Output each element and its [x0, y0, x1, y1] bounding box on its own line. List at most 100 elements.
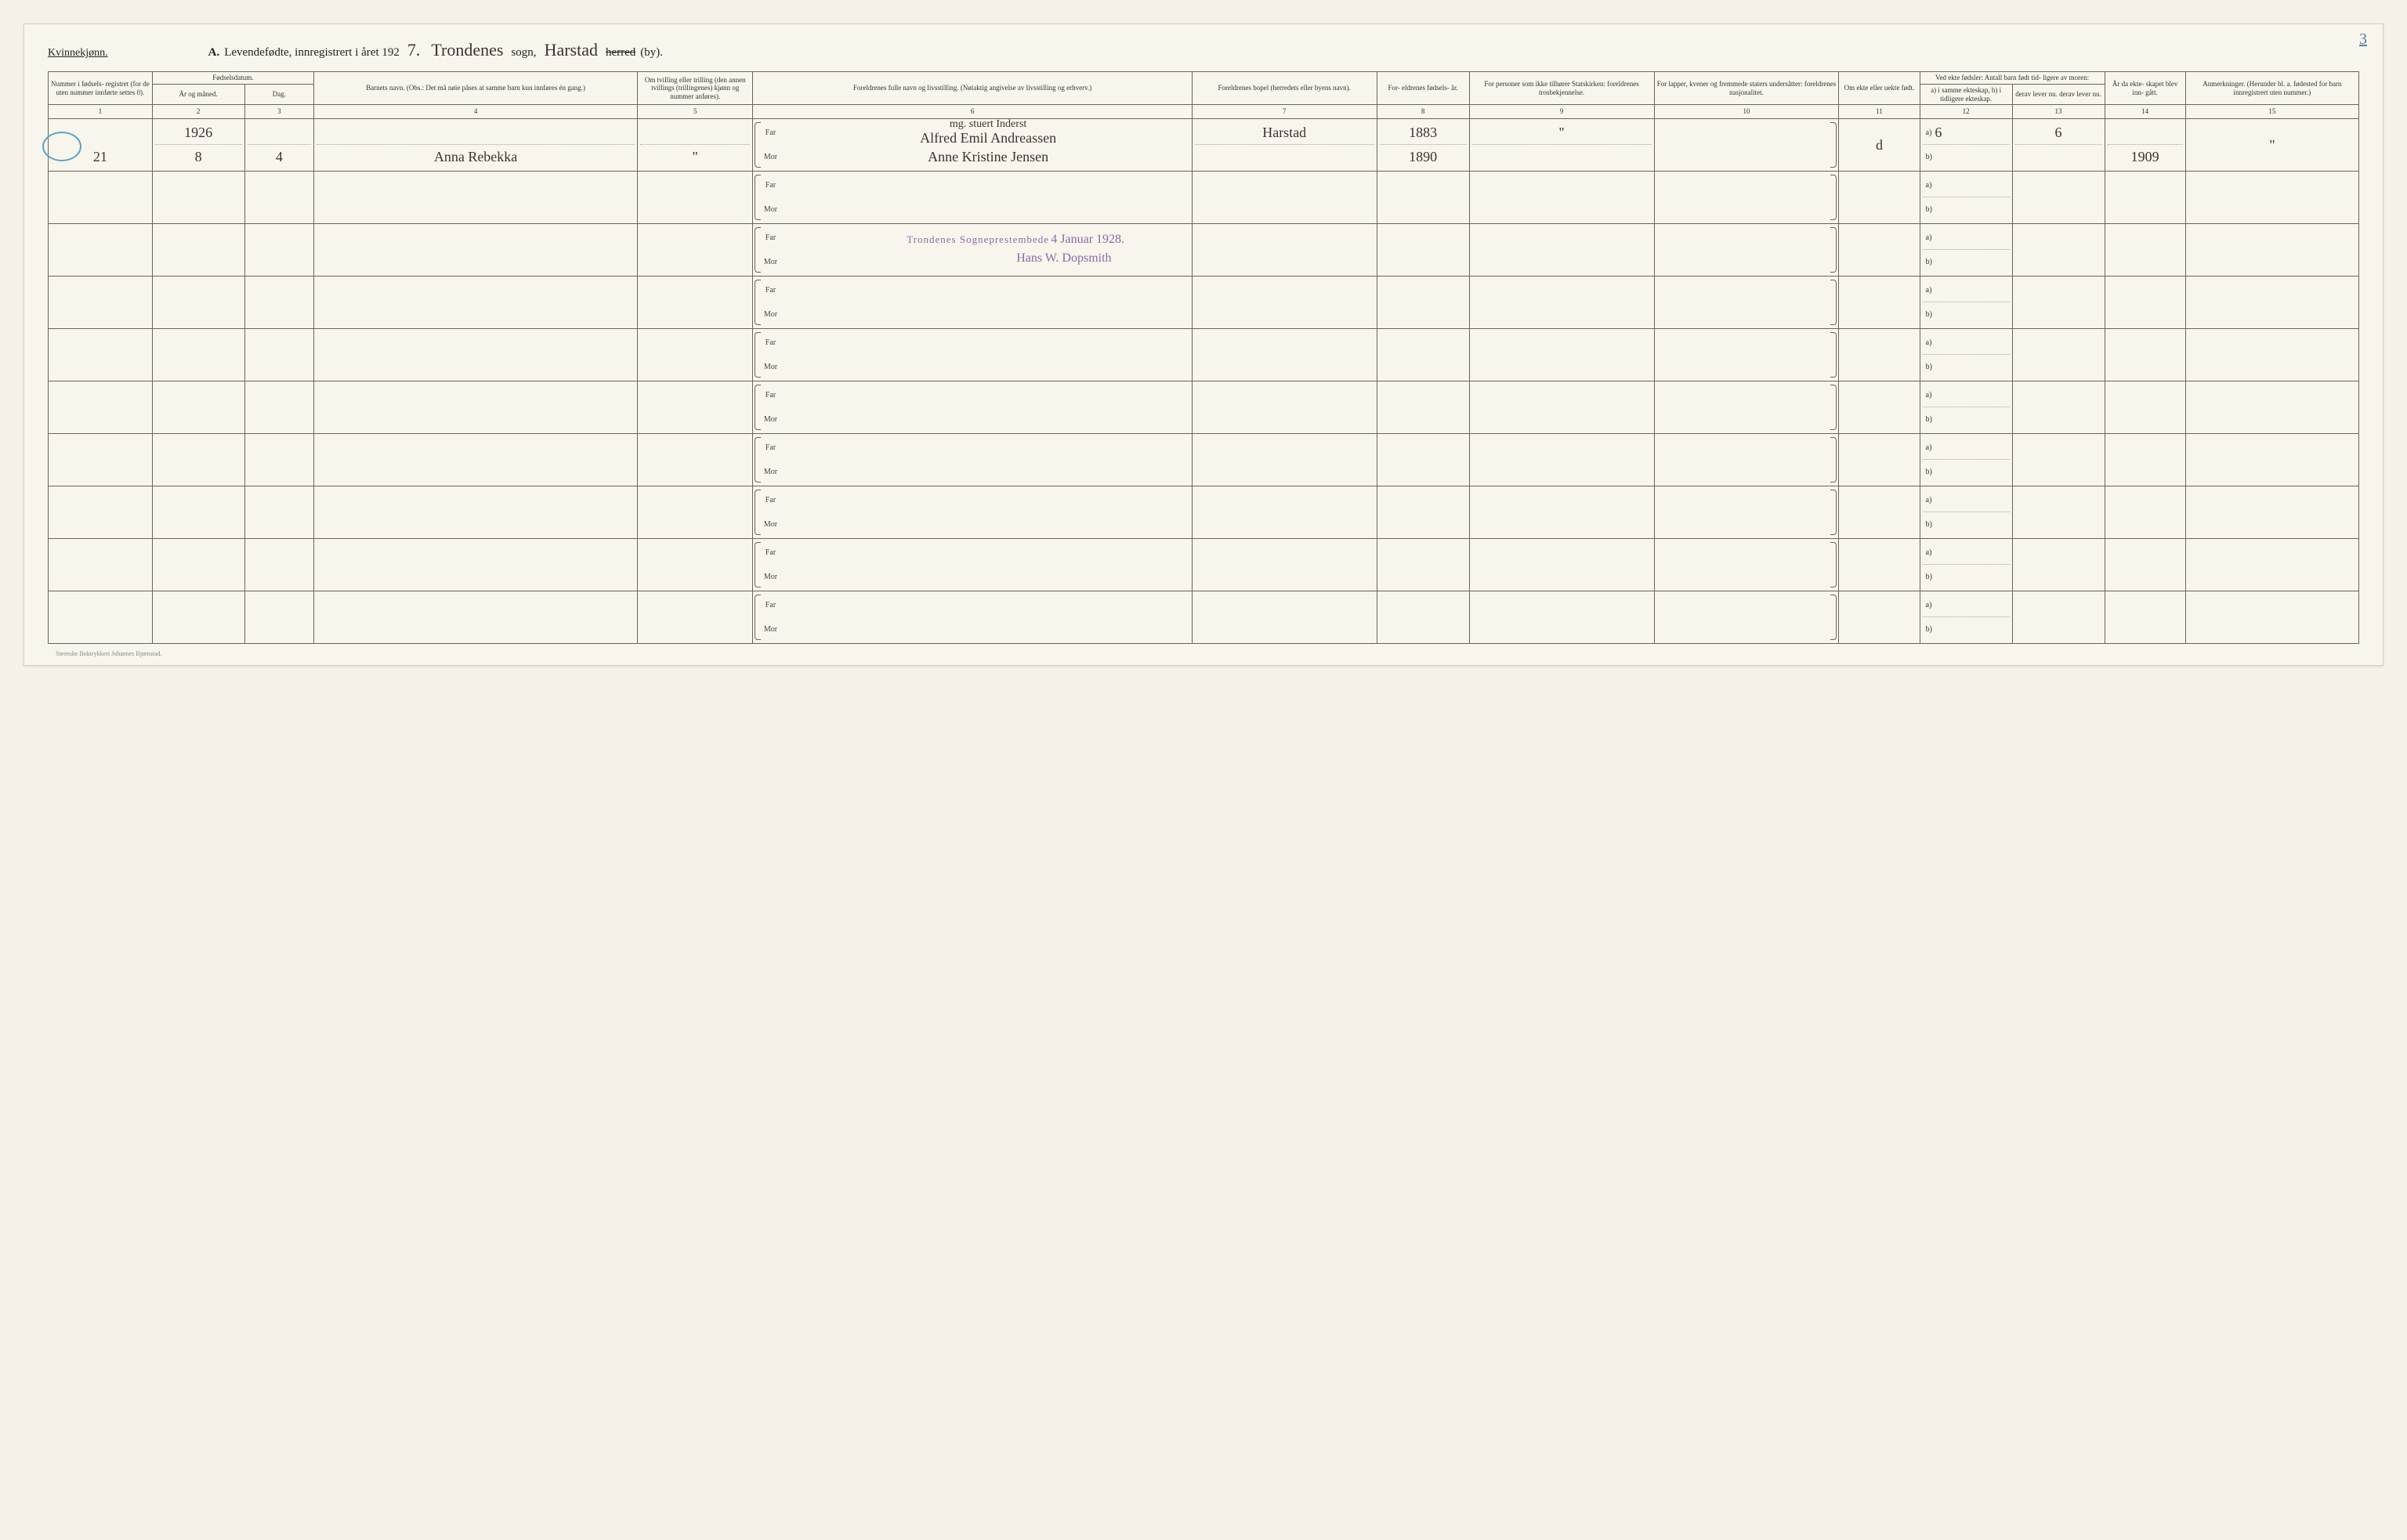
col-num: 14: [2105, 105, 2185, 119]
far-label: Far: [760, 391, 780, 399]
cell-bottom: [1195, 145, 1374, 169]
cell-bottom: [1472, 145, 1652, 169]
gender-label: Kvinnekjønn.: [48, 47, 108, 60]
far-label: Far: [760, 548, 780, 557]
ab-a: a): [1923, 226, 2010, 250]
title-prefix: A.: [208, 46, 220, 60]
empty-cell: [152, 434, 244, 486]
ab-a: a): [1923, 331, 2010, 355]
empty-cell: [1839, 539, 1920, 591]
col-header-7: Foreldrenes bopel (herredets eller byens…: [1192, 72, 1377, 105]
empty-cell: [638, 486, 753, 539]
title-line: A. Levendefødte, innregistrert i året 19…: [208, 40, 663, 60]
col-num: 8: [1377, 105, 1469, 119]
empty-cell: [244, 381, 313, 434]
col-num: 5: [638, 105, 753, 119]
empty-cell: [1192, 224, 1377, 277]
col-header-1: Nummer i fødsels- registret (for de uten…: [49, 72, 153, 105]
stamp-signature: Hans W. Dopsmith: [1016, 251, 1111, 265]
empty-cell: [2185, 591, 2358, 644]
empty-cell: [49, 486, 153, 539]
col-num: 13: [2012, 105, 2105, 119]
empty-cell: [314, 434, 638, 486]
far-label: Far: [760, 338, 780, 347]
ab-a: a) 6: [1923, 121, 2010, 145]
mor-label: Mor: [760, 625, 780, 634]
cell-bottom: [2015, 145, 2102, 169]
col-num: 2: [152, 105, 244, 119]
entry-number: 21: [49, 119, 153, 172]
col-header-2: År og måned.: [152, 84, 244, 105]
table-row: Far Mor Trondenes Sogneprestembede 4 Jan…: [49, 224, 2359, 277]
empty-cell: [49, 539, 153, 591]
brace-cell: [1654, 119, 1839, 172]
col-header-10: For lapper, kvener og fremmede staters u…: [1654, 72, 1839, 105]
ab-cell: a) b): [1920, 591, 2012, 644]
sogn-label: sogn,: [511, 46, 536, 60]
empty-cell: [638, 381, 753, 434]
empty-cell: [2105, 539, 2185, 591]
empty-cell: [2012, 224, 2105, 277]
parent-cell: Far Mor: [753, 434, 1192, 486]
col-header-6: Foreldrenes fulle navn og livsstilling. …: [753, 72, 1192, 105]
ab-a: a): [1923, 593, 2010, 617]
empty-cell: [314, 486, 638, 539]
empty-cell: [638, 591, 753, 644]
empty-cell: [2185, 172, 2358, 224]
empty-cell: [1839, 381, 1920, 434]
col-header-9: For personer som ikke tilhører Statskirk…: [1469, 72, 1654, 105]
mor-label: Mor: [760, 468, 780, 476]
empty-cell: [1469, 434, 1654, 486]
far-label: Far: [760, 443, 780, 452]
mor-label: Mor: [760, 573, 780, 581]
far-label: Far: [760, 128, 780, 137]
col-num: 3: [244, 105, 313, 119]
ab-a: a): [1923, 278, 2010, 302]
empty-cell: [1469, 277, 1654, 329]
empty-cell: [1192, 539, 1377, 591]
col-header-4: Barnets navn. (Obs.: Det må nøie påses a…: [314, 72, 638, 105]
empty-cell: [314, 329, 638, 381]
far-label: Far: [760, 601, 780, 609]
empty-cell: [2105, 486, 2185, 539]
empty-cell: [1192, 277, 1377, 329]
ab-b: b): [1923, 512, 2010, 537]
col-num: 7: [1192, 105, 1377, 119]
remarks-cell: ": [2185, 119, 2358, 172]
empty-cell: [2105, 277, 2185, 329]
printer-footer: Steenske Boktrykkeri Johannes Bjørnstad.: [56, 650, 2359, 657]
empty-cell: [49, 381, 153, 434]
title-year-suffix: 7.: [404, 40, 424, 60]
empty-cell: [1192, 486, 1377, 539]
cell-top: 6: [2015, 121, 2102, 145]
col-header-12: a) i samme ekteskap, b) i tidligere ekte…: [1920, 84, 2012, 105]
empty-cell: [1377, 486, 1469, 539]
brace-cell: [1654, 224, 1839, 277]
herred-value: Harstad: [541, 40, 601, 60]
register-table: Nummer i fødsels- registret (for de uten…: [48, 71, 2359, 644]
col-num: 11: [1839, 105, 1920, 119]
table-body: 21 1926 8 4 Anna Rebekka " Farmg. stuert…: [49, 119, 2359, 644]
title-main: Levendefødte, innregistrert i året 192: [224, 46, 400, 60]
empty-cell: [152, 539, 244, 591]
far-value: mg. stuert InderstAlfred Emil Andreassen: [787, 120, 1189, 146]
brace-cell: [1654, 381, 1839, 434]
empty-cell: [244, 591, 313, 644]
parent-cell: Far mg. stuert InderstAlfred Emil Andreas…: [753, 119, 1192, 172]
empty-cell: [244, 172, 313, 224]
mor-label: Mor: [760, 153, 780, 161]
brace-cell: [1654, 434, 1839, 486]
empty-cell: [2185, 539, 2358, 591]
empty-cell: [314, 591, 638, 644]
empty-cell: [49, 591, 153, 644]
table-row: Far Mor a) b): [49, 539, 2359, 591]
empty-cell: [1377, 224, 1469, 277]
two-line-cell: ": [638, 119, 753, 172]
brace-cell: [1654, 539, 1839, 591]
far-label: Far: [760, 286, 780, 295]
page-number: 3: [2359, 31, 2367, 49]
col-num: 12: [1920, 105, 2012, 119]
empty-cell: [244, 539, 313, 591]
col-header-5: Om tvilling eller trilling (den annen tv…: [638, 72, 753, 105]
ab-a: a): [1923, 488, 2010, 512]
